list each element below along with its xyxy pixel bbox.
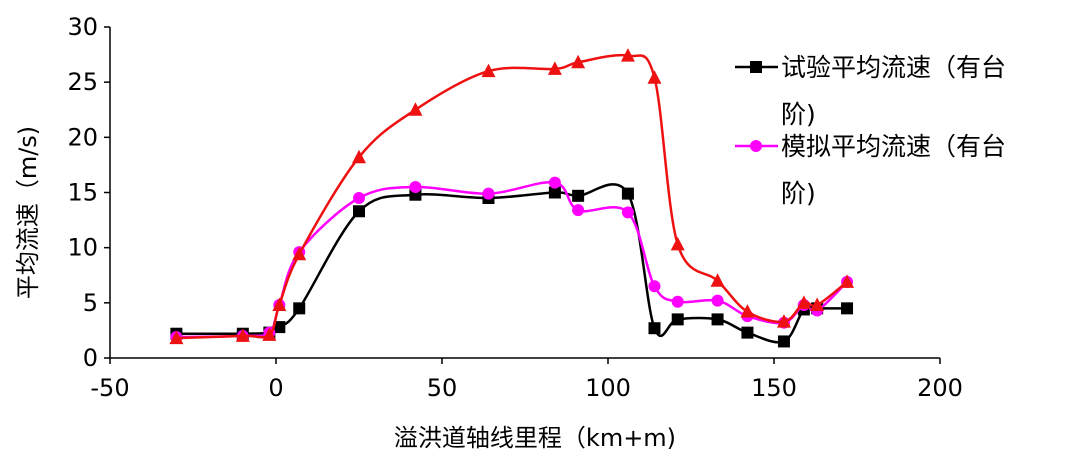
- y-tick-label: 30: [67, 13, 98, 41]
- series-3-point: [740, 304, 755, 318]
- y-tick-label: 5: [83, 289, 98, 317]
- series-1-point: [621, 187, 634, 200]
- series-layer: [169, 48, 855, 348]
- series-1: [170, 183, 854, 348]
- x-tick-label: -50: [90, 374, 129, 402]
- series-2: [170, 176, 854, 344]
- legend-swatch-marker: [750, 61, 762, 73]
- series-1-point: [353, 205, 365, 218]
- series-3-point: [776, 314, 791, 328]
- series-3-point: [670, 236, 685, 251]
- series-3-point: [620, 48, 635, 62]
- series-1-point: [293, 302, 306, 315]
- series-2-point: [353, 192, 365, 205]
- series-2-point: [548, 176, 561, 189]
- legend-label: 试验平均流速（有台阶): [781, 53, 1006, 129]
- series-3-point: [796, 295, 811, 309]
- series-2-point: [648, 280, 661, 293]
- series-3-point: [547, 61, 562, 75]
- legend-swatch-marker: [750, 140, 762, 152]
- series-3-point: [810, 297, 825, 312]
- series-3-point: [169, 330, 184, 345]
- series-3-point: [481, 63, 496, 78]
- legend-item-2: 模拟平均流速（有台阶): [735, 132, 1006, 208]
- series-1-point: [777, 335, 790, 348]
- series-3-point: [235, 328, 250, 342]
- series-1-point: [273, 321, 286, 334]
- series-3-point: [408, 102, 423, 116]
- series-1-point: [648, 322, 661, 335]
- legend: 试验平均流速（有台阶)模拟平均流速（有台阶): [735, 53, 1006, 208]
- y-tick-label: 10: [67, 234, 98, 262]
- legend-item-1: 试验平均流速（有台阶): [735, 53, 1006, 129]
- series-2-point: [572, 204, 585, 217]
- series-1-point: [841, 302, 854, 315]
- series-3-point: [710, 273, 725, 287]
- series-3-point: [262, 327, 277, 341]
- y-tick-label: 15: [67, 179, 98, 207]
- x-tick-label: 150: [751, 374, 797, 402]
- series-3-point: [352, 149, 366, 164]
- series-1-point: [741, 326, 754, 339]
- series-3-point: [292, 246, 307, 261]
- series-3-point: [272, 297, 287, 312]
- legend-label: 模拟平均流速（有台阶): [781, 132, 1006, 208]
- series-1-point: [548, 186, 561, 199]
- series-1-point: [671, 313, 684, 326]
- x-tick-label: 50: [427, 374, 458, 402]
- x-axis-title: 溢洪道轴线里程（km+m): [394, 424, 676, 452]
- series-3-point: [647, 70, 662, 84]
- x-tick-label: 200: [917, 374, 963, 402]
- series-2-point: [409, 180, 422, 193]
- y-tick-label: 25: [67, 68, 98, 96]
- x-tick-label: 0: [268, 374, 283, 402]
- series-1-point: [572, 189, 585, 202]
- series-3-point: [840, 274, 855, 288]
- y-tick-label: 20: [67, 123, 98, 151]
- series-2-point: [482, 187, 495, 200]
- series-2-point: [711, 294, 724, 307]
- series-1-point: [711, 313, 724, 326]
- series-3: [169, 48, 855, 345]
- series-2-point: [621, 206, 634, 219]
- series-2-point: [671, 295, 684, 308]
- y-tick-label: 0: [83, 344, 98, 372]
- series-3-point: [571, 54, 586, 69]
- x-tick-label: 100: [585, 374, 631, 402]
- y-axis-title: 平均流速（m/s): [14, 126, 42, 299]
